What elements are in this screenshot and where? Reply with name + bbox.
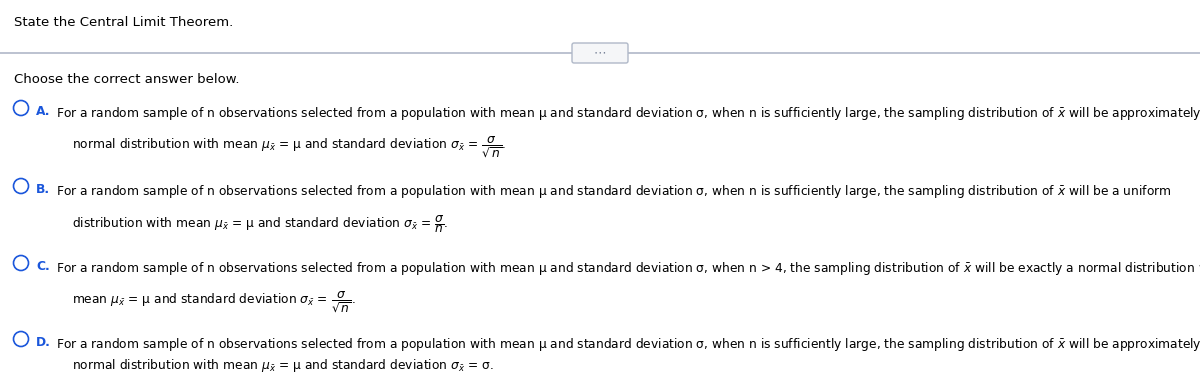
Text: For a random sample of n observations selected from a population with mean μ and: For a random sample of n observations se… [56,260,1200,277]
Text: State the Central Limit Theorem.: State the Central Limit Theorem. [14,16,233,29]
Text: normal distribution with mean $\mu_{\bar{x}}$ = μ and standard deviation $\sigma: normal distribution with mean $\mu_{\bar… [72,357,494,374]
Text: For a random sample of n observations selected from a population with mean μ and: For a random sample of n observations se… [56,183,1171,200]
Text: distribution with mean $\mu_{\bar{x}}$ = μ and standard deviation $\sigma_{\bar{: distribution with mean $\mu_{\bar{x}}$ =… [72,213,449,235]
Text: normal distribution with mean $\mu_{\bar{x}}$ = μ and standard deviation $\sigma: normal distribution with mean $\mu_{\bar… [72,135,506,160]
FancyBboxPatch shape [572,43,628,63]
Text: B.: B. [36,183,50,196]
Text: Choose the correct answer below.: Choose the correct answer below. [14,73,240,86]
Text: C.: C. [36,260,49,273]
Text: For a random sample of n observations selected from a population with mean μ and: For a random sample of n observations se… [56,336,1200,353]
Text: ⋯: ⋯ [594,46,606,60]
Text: mean $\mu_{\bar{x}}$ = μ and standard deviation $\sigma_{\bar{x}}$ = $\dfrac{\si: mean $\mu_{\bar{x}}$ = μ and standard de… [72,290,355,315]
Text: D.: D. [36,336,50,349]
Text: A.: A. [36,105,50,118]
Text: For a random sample of n observations selected from a population with mean μ and: For a random sample of n observations se… [56,105,1200,122]
